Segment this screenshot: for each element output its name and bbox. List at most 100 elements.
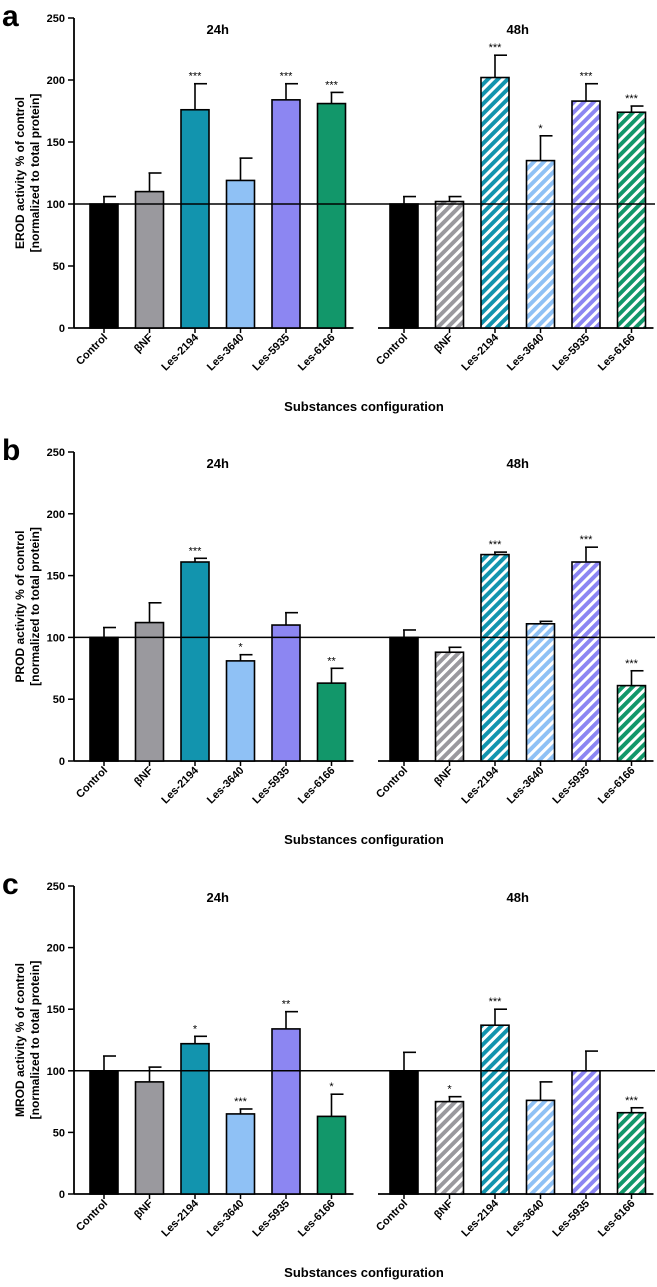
significance-label: *** [189,545,203,557]
bar-48h-Les-3640 [525,1099,556,1195]
bar-48h-Les-6166 [616,684,647,762]
category-label: βNF [132,1197,156,1221]
y-tick-label: 150 [47,1004,65,1016]
bar-24h-Les-3640 [225,660,256,762]
category-label: Les-6166 [596,1198,638,1240]
y-axis-label-line1: PROD activity % of control [13,530,27,682]
category-label: Les-2194 [159,1197,201,1239]
category-label: Les-5935 [550,332,592,374]
significance-label: *** [189,71,203,83]
significance-label: *** [625,93,639,105]
bar-48h-Les-2194 [480,1024,510,1195]
category-label: Control [74,1198,110,1234]
x-axis-label: Substances configuration [284,1265,444,1280]
significance-label: * [329,1081,334,1093]
panel-letter: b [2,434,20,467]
significance-label: *** [489,42,503,54]
y-axis-label-line1: MROD activity % of control [13,963,27,1117]
bar-24h-Les-2194 [180,1042,210,1195]
bar-24h-Control [89,1070,119,1195]
category-label: Les-3640 [505,1198,547,1240]
significance-label: ** [282,999,291,1011]
bar-48h-βNF [434,200,465,329]
group-label: 24h [207,456,229,471]
bar-24h-Les-5935 [271,99,301,329]
significance-label: *** [580,534,594,546]
bar-48h-Les-2194 [480,553,510,762]
y-axis-label: EROD activity % of control[normalized to… [13,94,42,253]
bar-48h-Les-5935 [571,1070,601,1195]
y-tick-label: 150 [47,137,65,149]
significance-label: *** [489,996,503,1008]
category-label: βNF [132,331,156,355]
category-label: Control [374,332,410,368]
y-tick-label: 200 [47,943,65,955]
y-tick-label: 250 [47,13,65,25]
y-tick-label: 50 [53,694,65,706]
category-label: Les-5935 [250,1198,292,1240]
group-label: 24h [207,890,229,905]
significance-label: *** [625,658,639,670]
y-tick-label: 0 [59,1189,65,1201]
y-tick-label: 150 [47,571,65,583]
significance-label: * [538,123,543,135]
y-axis-label: MROD activity % of control[normalized to… [13,961,42,1120]
category-label: Les-6166 [296,765,338,807]
bar-48h-Control [389,636,419,762]
category-label: Les-2194 [459,764,501,806]
category-label: Les-3640 [205,332,247,374]
y-tick-label: 0 [59,756,65,768]
category-label: Les-6166 [296,1198,338,1240]
category-label: Control [74,332,110,368]
category-label: Les-6166 [296,332,338,374]
y-axis-label-line1: EROD activity % of control [13,97,27,249]
category-label: Les-5935 [550,765,592,807]
bar-24h-Les-5935 [271,1028,301,1195]
category-label: Control [74,765,110,801]
significance-label: * [193,1023,198,1035]
bar-48h-Les-6166 [616,1111,647,1195]
bar-48h-Les-5935 [571,100,601,329]
bar-48h-Control [389,203,419,329]
category-label: Control [374,1198,410,1234]
significance-label: *** [325,79,339,91]
group-label: 48h [507,22,529,37]
y-axis-label-line2: [normalized to total protein] [28,94,42,253]
significance-label: *** [234,1096,248,1108]
y-tick-label: 100 [47,1066,65,1078]
category-label: βNF [132,764,156,788]
category-label: βNF [432,764,456,788]
panel-c: c 0 50 100 150 200 250 MROD activity % of contr… [2,868,655,1280]
significance-label: * [447,1084,452,1096]
bar-24h-Control [89,636,119,762]
category-label: Les-5935 [250,765,292,807]
category-label: Les-6166 [596,332,638,374]
category-label: Les-2194 [159,331,201,373]
bar-24h-Les-3640 [225,179,256,329]
bar-24h-βNF [134,190,165,329]
group-label: 24h [207,22,229,37]
group-label: 48h [507,456,529,471]
bar-24h-Les-5935 [271,624,301,762]
y-tick-label: 200 [47,509,65,521]
bar-24h-Control [89,203,119,329]
y-tick-label: 0 [59,323,65,335]
y-axis-label-line2: [normalized to total protein] [28,961,42,1120]
x-axis-label: Substances configuration [284,832,444,847]
panel-letter: a [2,0,19,33]
bar-24h-Les-6166 [316,102,347,329]
bar-48h-Les-5935 [571,561,601,762]
y-axis-label-line2: [normalized to total protein] [28,527,42,686]
category-label: Les-3640 [205,1198,247,1240]
y-axis-label: PROD activity % of control[normalized to… [13,527,42,686]
bar-48h-βNF [434,1100,465,1195]
bar-48h-Les-3640 [525,159,556,329]
bar-24h-Les-2194 [180,561,210,762]
bar-48h-βNF [434,651,465,762]
panel-b: b 0 50 100 150 200 250 PROD activity % of contr… [2,434,655,847]
bar-24h-βNF [134,1081,165,1195]
significance-label: ** [327,655,336,667]
bar-48h-Les-6166 [616,111,647,329]
y-tick-label: 250 [47,447,65,459]
category-label: Les-2194 [459,1197,501,1239]
